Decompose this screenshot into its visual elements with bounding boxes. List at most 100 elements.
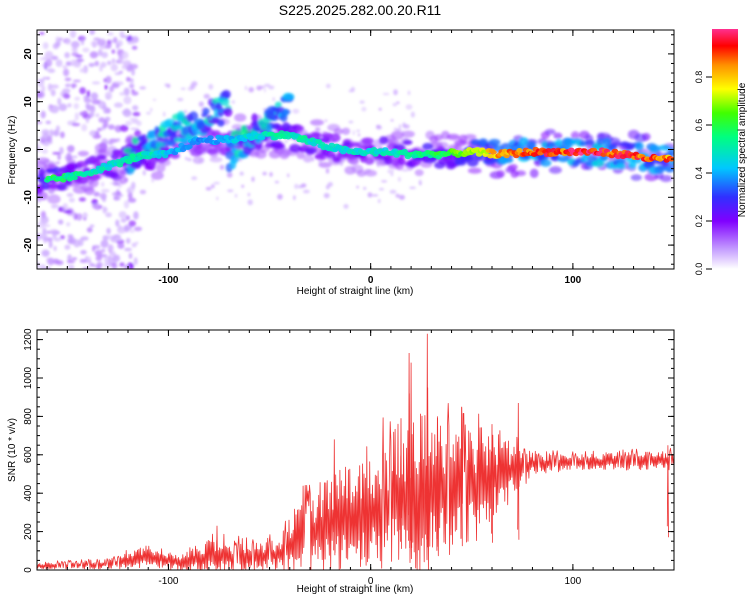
noise-blob [99, 205, 103, 209]
noise-blob [119, 124, 129, 132]
noise-blob [62, 88, 71, 94]
branch-blob [167, 140, 177, 147]
noise-blob [42, 227, 47, 234]
noise-blob [239, 171, 244, 176]
noise-blob [67, 264, 75, 269]
noise-blob [371, 194, 379, 197]
noise-blob [102, 105, 108, 114]
noise-blob [396, 101, 400, 104]
noise-blob [89, 30, 95, 35]
noise-blob [114, 72, 122, 75]
noise-blob [44, 67, 54, 72]
ridge-blob [310, 119, 324, 126]
ridge-blob [616, 163, 626, 169]
noise-blob [82, 212, 88, 219]
noise-blob [269, 172, 273, 177]
noise-blob [79, 111, 85, 116]
noise-blob [348, 120, 354, 124]
ridge-blob [596, 138, 606, 146]
noise-blob [52, 258, 60, 265]
ridge-blob [518, 137, 529, 146]
noise-blob [100, 61, 107, 68]
noise-blob [213, 181, 220, 185]
noise-blob [131, 242, 137, 248]
noise-blob [185, 156, 188, 161]
noise-blob [50, 84, 59, 89]
noise-blob [52, 230, 57, 239]
x-tick-label: 0 [368, 576, 374, 587]
y-tick-label: 200 [23, 523, 34, 540]
noise-blob [287, 173, 290, 178]
noise-blob [91, 81, 101, 85]
y-tick-label: 800 [23, 408, 34, 425]
noise-blob [62, 65, 68, 69]
noise-blob [405, 104, 413, 110]
ridge-core [43, 130, 674, 183]
ridge-blob [642, 132, 651, 141]
colorbar-ticks: 0.0 0.2 0.4 0.6 0.8 [694, 71, 712, 276]
ridge-blob [289, 143, 301, 153]
noise-blob [79, 87, 86, 95]
noise-blob [125, 120, 132, 126]
branch-blob [282, 108, 289, 116]
noise-blob [356, 185, 359, 189]
noise-blob [67, 145, 75, 153]
noise-blob [132, 111, 141, 117]
noise-blob [112, 83, 120, 87]
noise-blob [323, 192, 330, 199]
noise-blob [66, 39, 71, 45]
noise-blob [63, 210, 73, 214]
ridge-blob [330, 133, 341, 143]
colorbar-label: Normalized spectral amplitude [737, 82, 748, 217]
noise-blob [64, 244, 71, 250]
branch-blob [217, 119, 225, 127]
noise-blob [108, 138, 118, 143]
ridge-blob [333, 128, 344, 135]
ridge-blob [48, 183, 60, 189]
noise-blob [131, 68, 135, 76]
noise-blob [81, 123, 88, 132]
noise-blob [379, 188, 384, 191]
noise-blob [187, 157, 192, 162]
noise-blob [208, 83, 214, 90]
ridge-blob [297, 125, 305, 132]
noise-blob [117, 57, 124, 64]
noise-blob [123, 87, 130, 96]
branch-blob [176, 111, 185, 121]
ridge-blob [47, 194, 61, 204]
noise-blob [111, 191, 121, 197]
colorbar-tick-label: 0.8 [694, 71, 704, 84]
noise-blob [135, 241, 139, 245]
noise-blob [100, 248, 106, 253]
snr-spike [460, 406, 463, 547]
noise-blob [123, 200, 130, 209]
y-tick-label: 10 [23, 96, 34, 108]
noise-blob [72, 212, 76, 219]
noise-blob [91, 203, 101, 209]
noise-blob [133, 226, 143, 232]
core-blob [268, 131, 276, 137]
noise-blob [48, 106, 54, 111]
ridge-blob [390, 130, 404, 140]
noise-blob [52, 152, 61, 155]
noise-blob [71, 122, 81, 127]
ridge-blob [614, 157, 626, 165]
noise-blob [133, 257, 138, 266]
noise-blob [86, 90, 91, 98]
noise-blob [82, 47, 90, 53]
snr-spike [426, 333, 429, 548]
x-tick-label: 100 [565, 576, 582, 587]
noise-blob [111, 262, 118, 269]
ridge-blob [544, 128, 556, 135]
ridge-blob [503, 157, 514, 164]
noise-blob [39, 32, 45, 35]
ridge-band [37, 89, 674, 204]
noise-blob [101, 181, 105, 187]
noise-blob [104, 91, 113, 100]
snr-line-clip [37, 333, 674, 570]
colorbar-tick-label: 0.0 [694, 263, 704, 276]
ridge-blob [84, 187, 95, 196]
noise-blob [43, 236, 47, 244]
ridge-blob [433, 134, 443, 141]
noise-blob [97, 38, 107, 46]
